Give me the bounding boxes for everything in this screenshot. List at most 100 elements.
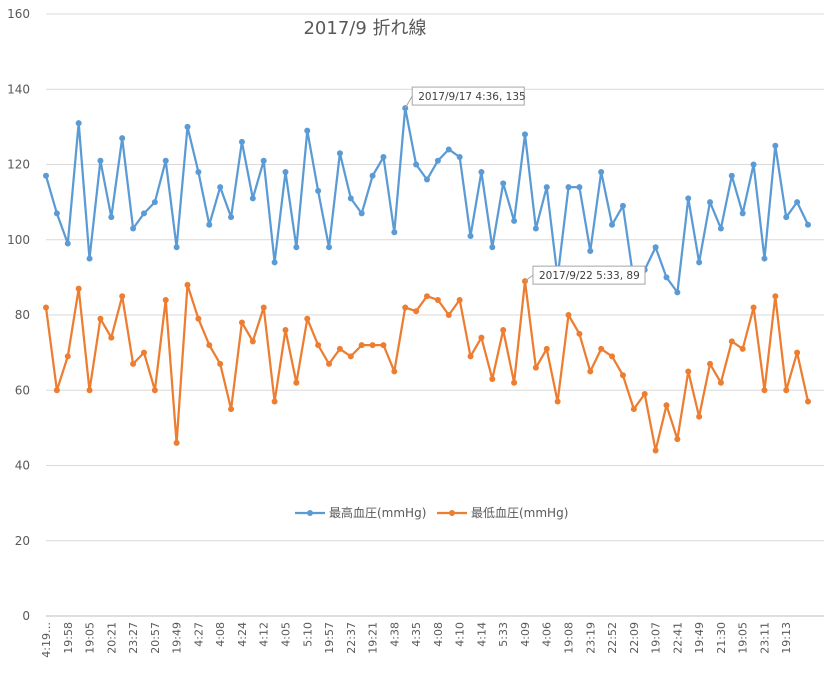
data-point [336,345,343,352]
data-point [456,153,463,160]
x-tick-label: 4:08 [432,622,445,647]
data-point [576,330,583,337]
x-tick-label: 4:24 [236,622,249,647]
x-tick-label: 4:35 [410,622,423,647]
data-point [489,244,496,251]
data-point [619,202,626,209]
data-point [794,199,801,206]
series-2 [43,278,811,454]
data-point [434,157,441,164]
data-point [53,210,60,217]
x-tick-label: 20:21 [105,622,118,654]
data-point [641,391,648,398]
data-point [707,199,714,206]
data-point [97,315,104,322]
legend-item-1: 最高血圧(mmHg) [295,505,426,520]
data-point [315,342,322,349]
data-point [728,172,735,179]
x-tick-label: 19:13 [780,622,793,654]
data-point [336,150,343,157]
data-point [478,334,485,341]
data-point [43,172,49,179]
data-point [717,379,724,386]
data-point [249,195,256,202]
data-point [652,447,659,454]
data-point [434,296,441,303]
data-point [402,304,409,311]
data-callout: 2017/9/17 4:36, 135 [404,86,526,109]
data-point [424,176,430,183]
data-point [119,135,126,142]
data-point [358,342,365,349]
x-tick-label: 20:57 [149,622,162,654]
callout-leader [404,95,413,109]
data-point [369,172,376,179]
data-point [739,345,746,352]
data-point [358,210,365,217]
data-point [805,398,811,405]
series-line [44,279,810,452]
data-point [195,169,202,176]
data-point [260,157,267,164]
data-point [326,244,333,251]
y-tick-label: 120 [7,158,30,172]
x-tick-label: 19:49 [693,622,706,654]
data-point [119,293,126,300]
data-point [663,402,670,409]
data-point [293,379,300,386]
x-tick-label: 19:08 [563,622,576,654]
data-point [260,304,267,311]
data-point [140,210,147,217]
y-tick-label: 80 [15,308,30,322]
data-point [271,259,278,266]
y-tick-label: 60 [15,383,30,397]
data-point [64,353,71,360]
x-tick-label: 23:19 [584,622,597,654]
legend: 最高血圧(mmHg) 最低血圧(mmHg) [295,505,568,520]
data-point [228,406,235,413]
data-point [140,349,147,356]
data-point [151,199,158,206]
x-tick-label: 4:19… [40,622,53,658]
data-point [391,368,398,375]
data-point [282,327,289,334]
data-point [53,387,60,394]
data-point [271,398,278,405]
data-point [184,281,191,288]
data-point [478,169,485,176]
data-point [772,142,779,149]
data-point [543,184,550,191]
data-point [347,195,354,202]
data-point [86,387,93,394]
callout-box [411,86,525,106]
data-point [326,360,333,367]
data-point [663,274,670,281]
data-point [456,296,463,303]
data-point [380,153,387,160]
y-tick-label: 140 [7,82,30,96]
data-point [162,296,169,303]
data-point [108,214,115,221]
data-point [805,221,811,228]
data-point [75,285,82,292]
x-tick-label: 5:10 [301,622,314,647]
x-tick-label: 4:14 [475,622,488,647]
data-point [97,157,104,164]
data-point [674,436,681,443]
legend-swatch-marker [307,510,313,516]
data-point [184,123,191,130]
series-1 [43,105,811,296]
data-point [696,413,703,420]
callout-box [532,265,646,285]
chart-title: 2017/9 折れ線 [303,18,426,39]
x-tick-label: 4:27 [192,622,205,647]
data-point [609,221,616,228]
data-point [794,349,801,356]
data-point [130,360,137,367]
data-point [554,398,561,405]
data-point [489,375,496,382]
data-point [75,120,82,127]
x-tick-label: 19:21 [367,622,380,654]
data-point [576,184,583,191]
